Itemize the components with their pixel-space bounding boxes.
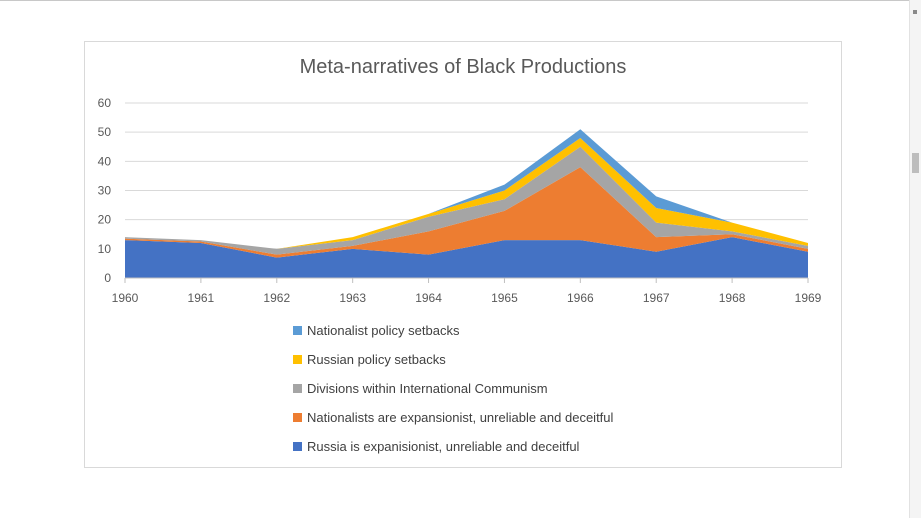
legend-swatch-1 — [293, 442, 302, 451]
chart-title: Meta-narratives of Black Productions — [299, 56, 627, 78]
y-tick-label-40: 40 — [98, 154, 112, 168]
x-tick-label-1969: 1969 — [795, 291, 822, 305]
area-series-1 — [125, 237, 808, 278]
scroll-up-icon[interactable] — [913, 10, 917, 14]
y-tick-label-20: 20 — [98, 213, 112, 227]
vertical-scrollbar[interactable] — [909, 0, 921, 518]
y-tick-label-30: 30 — [98, 184, 112, 198]
x-tick-label-1968: 1968 — [719, 291, 746, 305]
legend-label-3: Divisions within International Communism — [307, 381, 548, 396]
legend-label-4: Russian policy setbacks — [307, 352, 446, 367]
area-series-group — [125, 129, 808, 278]
x-tick-label-1967: 1967 — [643, 291, 670, 305]
scrollbar-thumb[interactable] — [912, 153, 919, 173]
area-series-2 — [125, 167, 808, 258]
legend-swatch-5 — [293, 326, 302, 335]
legend-swatch-4 — [293, 355, 302, 364]
x-tick-label-1963: 1963 — [339, 291, 366, 305]
legend-swatch-3 — [293, 384, 302, 393]
y-tick-label-50: 50 — [98, 125, 112, 139]
x-tick-label-1964: 1964 — [415, 291, 442, 305]
legend-label-2: Nationalists are expansionist, unreliabl… — [307, 410, 614, 425]
y-tick-label-10: 10 — [98, 242, 112, 256]
legend-swatch-2 — [293, 413, 302, 422]
x-tick-label-1960: 1960 — [112, 291, 139, 305]
y-tick-label-0: 0 — [104, 271, 111, 285]
x-tick-label-1961: 1961 — [188, 291, 215, 305]
y-tick-label-60: 60 — [98, 96, 112, 110]
window-top-border — [0, 0, 921, 1]
legend-label-5: Nationalist policy setbacks — [307, 323, 460, 338]
legend-label-1: Russia is expanisionist, unreliable and … — [307, 439, 580, 454]
x-tick-label-1962: 1962 — [263, 291, 290, 305]
x-tick-label-1966: 1966 — [567, 291, 594, 305]
x-tick-label-1965: 1965 — [491, 291, 518, 305]
axes: 0 10 20 30 40 50 60 1960 1961 1962 1963 1964 1965 196… — [98, 96, 822, 305]
